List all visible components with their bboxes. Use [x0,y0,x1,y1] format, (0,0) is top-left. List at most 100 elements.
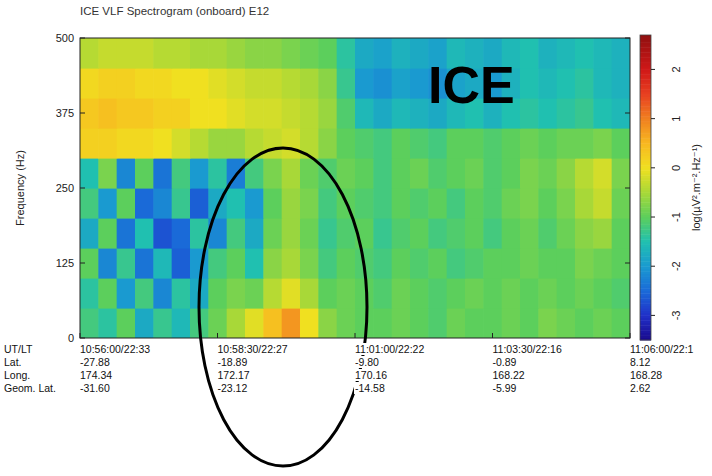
cell [502,218,521,249]
cell [337,128,356,159]
cell [410,278,429,309]
cell [282,248,301,279]
cell [392,248,411,279]
cell [428,278,447,309]
cell [392,68,411,99]
cell [190,188,209,219]
cell [98,38,117,69]
cell [227,218,246,249]
cell [612,68,630,99]
cell [80,158,99,189]
cell [282,188,301,219]
cell [612,128,630,159]
cell [190,68,209,99]
cell [593,308,612,338]
cell [117,218,136,249]
cell [392,218,411,249]
cell [410,68,429,99]
cell [447,128,466,159]
cell [318,308,337,338]
cell [355,278,374,309]
cell [465,188,484,219]
cell [80,38,99,69]
cell [520,98,539,129]
cell [483,128,502,159]
cell [538,308,557,338]
x-tick-label: 11:03:30/22:16 [493,343,562,355]
cell [355,128,374,159]
cell [392,278,411,309]
cell [98,308,117,338]
orbit-value: -23.12 [218,382,248,394]
cell [153,188,172,219]
cell [538,98,557,129]
cell [337,278,356,309]
cell [520,128,539,159]
cell [117,158,136,189]
cell [575,218,594,249]
y-tick [80,338,85,339]
cell [575,308,594,338]
cell [337,98,356,129]
x-tick [80,333,81,338]
cell [575,278,594,309]
row-label: UT/LT [4,343,33,355]
label-backing [492,369,526,381]
orbit-value: -5.99 [493,382,517,394]
cell [502,128,521,159]
cell [337,38,356,69]
cell [300,308,319,338]
cell [117,278,136,309]
label-backing [79,356,111,368]
cell [135,98,154,129]
cell [245,38,264,69]
cell [172,188,191,219]
frame [80,38,630,338]
cell [153,128,172,159]
colorbar-tick [651,69,655,70]
cell [208,248,227,279]
cell [465,158,484,189]
cell [282,68,301,99]
cell [612,278,630,309]
cell [135,38,154,69]
x-tick-label: 11:01:00/22:22 [355,343,424,355]
orbit-value: -27.88 [80,356,110,368]
cell [557,68,576,99]
cell [245,278,264,309]
cell [410,308,429,338]
cell [80,188,99,219]
cell [318,278,337,309]
cell [557,308,576,338]
cell [263,218,282,249]
cell [172,278,191,309]
highlight-ellipse [199,148,367,466]
label-backing [629,343,695,355]
cell [538,218,557,249]
label-backing [217,369,251,381]
cell [282,128,301,159]
cell [208,38,227,69]
orbit-value: -9.80 [355,356,379,368]
y-tick [80,38,85,39]
cell [447,158,466,189]
x-tick-label: 10:58:30/22:27 [218,343,288,355]
x-tick-label: 11:06:00/22:1 [630,343,694,355]
cell [465,278,484,309]
y-axis-title: Frequency (Hz) [14,150,26,226]
label-backing [629,369,663,381]
orbit-value: 172.17 [218,369,250,381]
cell [355,188,374,219]
cell [447,188,466,219]
cell [373,278,392,309]
cell [80,278,99,309]
colorbar-step [640,35,651,38]
cell [410,128,429,159]
cell [227,128,246,159]
x-tick [217,333,218,338]
cell [300,98,319,129]
cell [355,158,374,189]
label-backing [3,382,57,394]
colorbar-tick-label: 0 [670,165,682,171]
cell [80,218,99,249]
